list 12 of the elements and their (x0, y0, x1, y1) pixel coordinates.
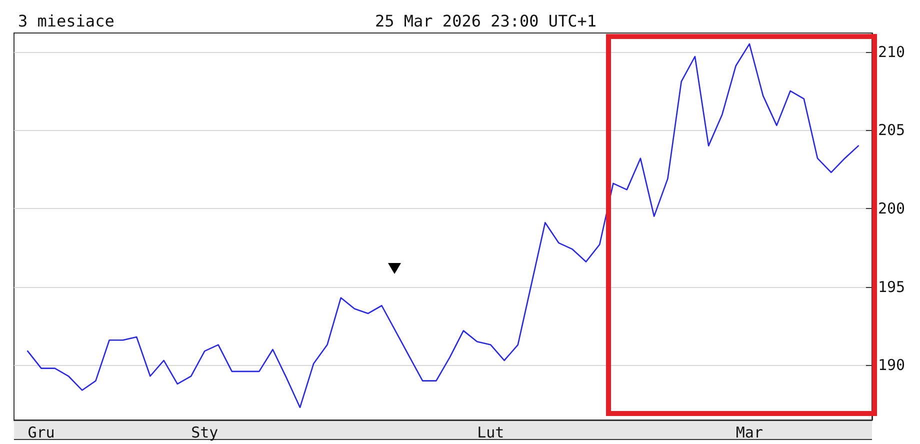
x-tick-label: Lut (477, 424, 504, 442)
chart-subtitle: 25 Mar 2026 23:00 UTC+1 (375, 12, 597, 30)
y-tick-label: 200 (878, 199, 906, 218)
y-tick-label: 210 (878, 42, 906, 61)
x-tick-label: Mar (736, 424, 763, 442)
x-tick-label: Gru (28, 424, 55, 442)
y-tick-label: 190 (878, 356, 906, 374)
x-tick-label: Sty (191, 424, 218, 442)
y-tick-label: 205 (878, 121, 906, 140)
y-tick-label: 195 (878, 278, 906, 296)
line-series (26, 43, 860, 408)
chart-title: 3 miesiace (18, 12, 114, 30)
